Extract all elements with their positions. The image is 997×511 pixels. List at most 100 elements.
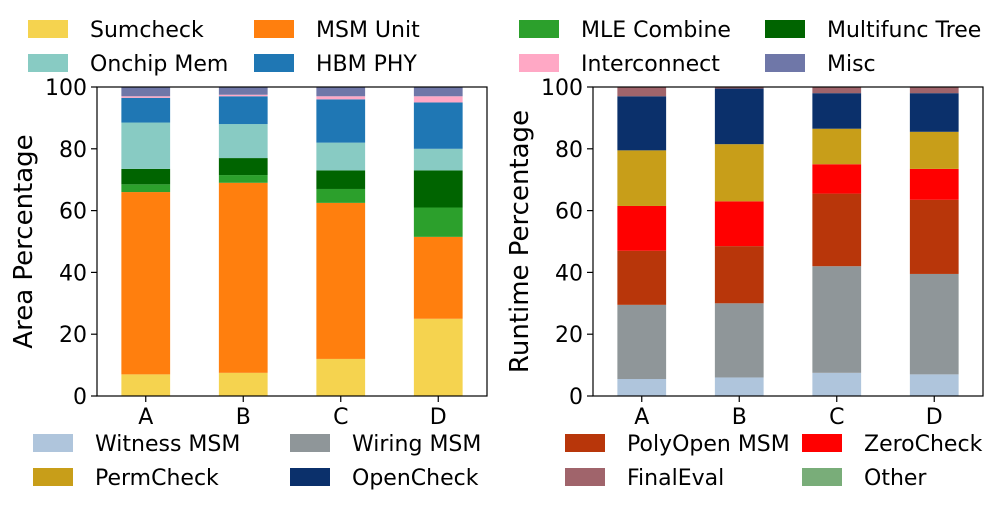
area-percentage-bar-multifunc-tree-b: [218, 158, 268, 176]
runtime-chart: 0 20 40 60 80 100 A B C D Runtime Percentage: [505, 76, 984, 430]
runtime-percentage-bar-polyopen-msm-a: [617, 250, 667, 305]
area-percentage-bar-misc-a: [121, 87, 171, 97]
legend-bottom-label-opencheck: OpenCheck: [352, 466, 479, 491]
legend-top-label-misc: Misc: [827, 52, 876, 77]
legend-bottom-label-zerocheck: ZeroCheck: [864, 432, 983, 457]
area-percentage-bar-mle-combine-d: [413, 207, 463, 237]
area-percentage-bar-msm-unit-a: [121, 192, 171, 375]
area-percentage-bar-onchip-mem-c: [316, 142, 366, 171]
legend-top-label-onchip-mem: Onchip Mem: [90, 52, 228, 77]
legend-bottom-label-other: Other: [864, 466, 927, 491]
area-percentage-xtick-label-d: D: [430, 405, 447, 430]
area-percentage-ytick-label-100: 100: [45, 76, 87, 101]
runtime-percentage-ytick-label-100: 100: [541, 76, 583, 101]
area-percentage-bar-interconnect-c: [316, 96, 366, 100]
runtime-percentage-ylabel: Runtime Percentage: [505, 110, 535, 373]
runtime-percentage-ytick-label-20: 20: [555, 323, 583, 348]
legend-bottom-swatch-permcheck: [33, 468, 73, 486]
runtime-percentage-ytick-label-40: 40: [555, 261, 583, 286]
area-percentage-bar-hbm-phy-a: [121, 97, 171, 123]
legend-bottom-swatch-other: [802, 468, 842, 486]
area-percentage-xtick-label-a: A: [138, 405, 153, 430]
area-percentage-bar-sumcheck-b: [218, 372, 268, 396]
legend-top-swatch-mle-combine: [519, 20, 559, 38]
runtime-percentage-bar-polyopen-msm-d: [909, 199, 959, 274]
legend-bottom: Witness MSM Wiring MSM PolyOpen MSM ZeroChe…: [33, 432, 983, 491]
runtime-percentage-bar-zerocheck-d: [909, 168, 959, 200]
area-percentage-bar-hbm-phy-c: [316, 99, 366, 143]
legend-bottom-swatch-polyopen-msm: [565, 434, 605, 452]
area-percentage-ytick-label-20: 20: [59, 323, 87, 348]
runtime-percentage-axes-frame: [592, 86, 984, 397]
area-percentage-bar-interconnect-a: [121, 96, 171, 98]
runtime-percentage-bar-wiring-msm-c: [812, 266, 862, 373]
runtime-percentage-bar-wiring-msm-d: [909, 273, 959, 375]
legend-top-label-interconnect: Interconnect: [581, 52, 720, 77]
runtime-percentage-bar-zerocheck-b: [714, 201, 764, 247]
legend-bottom-swatch-zerocheck: [802, 434, 842, 452]
runtime-percentage-bar-opencheck-b: [714, 88, 764, 145]
area-percentage-ytick-label-60: 60: [59, 200, 87, 225]
legend-bottom-swatch-wiring-msm: [290, 434, 330, 452]
legend-top-label-sumcheck: Sumcheck: [90, 18, 204, 43]
legend-bottom-label-witness-msm: Witness MSM: [95, 432, 240, 457]
legend-bottom-swatch-finaleval: [565, 468, 605, 486]
legend-top-label-multifunc-tree: Multifunc Tree: [827, 18, 981, 43]
area-percentage-bar-mle-combine-c: [316, 188, 366, 203]
runtime-percentage-bar-wiring-msm-a: [617, 304, 667, 380]
legend-top-swatch-msm-unit: [254, 20, 294, 38]
runtime-percentage-bar-finaleval-d: [909, 87, 959, 94]
area-percentage-bar-mle-combine-a: [121, 184, 171, 193]
area-percentage-bar-msm-unit-c: [316, 202, 366, 359]
area-percentage-bar-multifunc-tree-c: [316, 170, 366, 189]
area-percentage-bar-sumcheck-a: [121, 374, 171, 396]
legend-bottom-label-finaleval: FinalEval: [627, 466, 724, 491]
area-percentage-ytick-label-0: 0: [73, 385, 87, 410]
runtime-percentage-ytick-label-80: 80: [555, 138, 583, 163]
runtime-percentage-bar-witness-msm-a: [617, 379, 667, 396]
runtime-percentage-bar-witness-msm-c: [812, 372, 862, 396]
legend-top-swatch-sumcheck: [28, 20, 68, 38]
area-percentage-xtick-label-b: B: [236, 405, 251, 430]
area-percentage-bar-misc-d: [413, 87, 463, 97]
runtime-percentage-bar-finaleval-a: [617, 87, 667, 97]
area-percentage-bar-misc-b: [218, 87, 268, 95]
legend-top-label-hbm-phy: HBM PHY: [316, 52, 417, 77]
area-percentage-xtick-label-c: C: [333, 405, 348, 430]
runtime-percentage-bar-opencheck-c: [812, 93, 862, 129]
area-percentage-bar-sumcheck-c: [316, 358, 366, 396]
runtime-percentage-bar-permcheck-d: [909, 131, 959, 169]
area-percentage-bar-msm-unit-b: [218, 182, 268, 373]
runtime-percentage-bar-permcheck-c: [812, 128, 862, 165]
legend-top: Sumcheck MSM Unit MLE Combine Multifunc Tre…: [28, 18, 981, 77]
runtime-percentage-bar-finaleval-c: [812, 87, 862, 94]
area-percentage-ytick-label-40: 40: [59, 261, 87, 286]
legend-bottom-label-polyopen-msm: PolyOpen MSM: [627, 432, 790, 457]
legend-top-label-mle-combine: MLE Combine: [581, 18, 731, 43]
runtime-percentage-bar-polyopen-msm-b: [714, 246, 764, 304]
area-percentage-bar-misc-c: [316, 87, 366, 97]
area-percentage-bar-sumcheck-d: [413, 318, 463, 396]
legend-bottom-label-permcheck: PermCheck: [95, 466, 219, 491]
runtime-percentage-ytick-label-0: 0: [569, 385, 583, 410]
runtime-percentage-xtick-label-a: A: [634, 405, 649, 430]
runtime-percentage-bar-zerocheck-a: [617, 205, 667, 251]
area-percentage-bar-multifunc-tree-a: [121, 168, 171, 185]
runtime-percentage-bar-permcheck-a: [617, 150, 667, 206]
legend-bottom-swatch-witness-msm: [33, 434, 73, 452]
runtime-percentage-bar-witness-msm-d: [909, 374, 959, 396]
area-percentage-ylabel: Area Percentage: [9, 134, 39, 348]
runtime-percentage-xtick-label-c: C: [829, 405, 844, 430]
area-percentage-bar-mle-combine-b: [218, 175, 268, 183]
area-percentage-bar-hbm-phy-d: [413, 102, 463, 149]
area-percentage-bar-interconnect-b: [218, 94, 268, 97]
runtime-percentage-bar-witness-msm-b: [714, 377, 764, 396]
area-percentage-bar-onchip-mem-d: [413, 148, 463, 171]
area-percentage-bar-hbm-phy-b: [218, 96, 268, 125]
legend-top-swatch-onchip-mem: [28, 54, 68, 72]
runtime-percentage-bar-zerocheck-c: [812, 164, 862, 194]
runtime-percentage-bar-polyopen-msm-c: [812, 193, 862, 267]
legend-top-swatch-hbm-phy: [254, 54, 294, 72]
runtime-percentage-xtick-label-b: B: [732, 405, 747, 430]
